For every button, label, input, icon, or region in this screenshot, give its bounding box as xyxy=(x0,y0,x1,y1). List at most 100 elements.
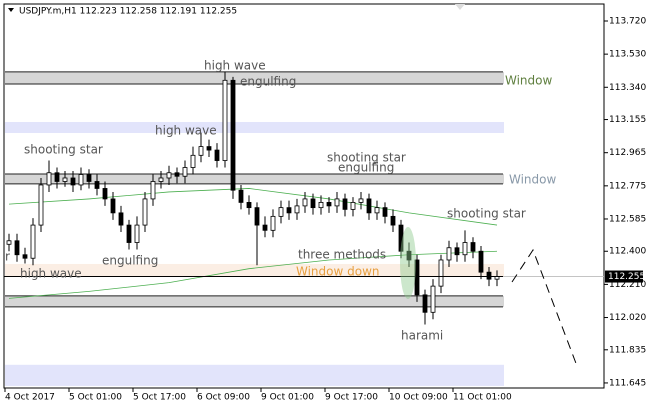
price-zone xyxy=(5,71,504,84)
y-tick-label: 113.530 xyxy=(609,50,646,60)
forecast-line xyxy=(511,248,578,367)
candle-body xyxy=(54,172,60,182)
candle-body xyxy=(166,172,172,179)
annotation: shooting star xyxy=(24,143,103,157)
candle-body xyxy=(406,250,412,261)
candle-body xyxy=(278,207,284,217)
candle-body xyxy=(382,207,388,217)
x-tick-label: 5 Oct 01:00 xyxy=(69,393,122,403)
price-label-box xyxy=(605,270,643,283)
candle-body xyxy=(302,198,308,207)
x-tick-label: 9 Oct 01:00 xyxy=(261,393,314,403)
annotation: Window xyxy=(505,74,553,88)
candle-body xyxy=(454,247,460,256)
candle-body xyxy=(238,189,244,203)
candle-body xyxy=(310,198,316,209)
candle-body xyxy=(126,224,132,243)
y-tick-label: 113.340 xyxy=(609,83,646,93)
candle-body xyxy=(22,254,28,259)
candle-body xyxy=(86,174,92,182)
candle-body xyxy=(374,207,380,214)
candle-body xyxy=(446,247,452,261)
candle-body xyxy=(430,285,436,313)
x-tick-label: 10 Oct 09:00 xyxy=(389,393,448,403)
y-tick-label: 112.585 xyxy=(609,214,646,224)
annotation: harami xyxy=(401,329,443,343)
x-tick-label: 9 Oct 17:00 xyxy=(325,393,378,403)
candle-body xyxy=(350,202,356,210)
y-tick-label: 112.210 xyxy=(609,280,646,290)
moving-average xyxy=(8,188,498,226)
candle-body xyxy=(286,207,292,214)
candle-body xyxy=(110,198,116,214)
candle-body xyxy=(214,149,220,161)
annotation: shooting star xyxy=(327,151,406,165)
candle-body xyxy=(134,224,140,243)
annotation: Window down xyxy=(296,265,380,279)
price-zone xyxy=(5,121,504,133)
candle-body xyxy=(198,146,204,156)
candle-body xyxy=(334,198,340,207)
candle-body xyxy=(230,79,236,191)
candle-body xyxy=(182,167,188,177)
price-zone xyxy=(5,295,504,307)
candle-body xyxy=(94,181,100,189)
annotation: three methods xyxy=(298,248,386,262)
candle-body xyxy=(246,202,252,209)
x-tick-label: 4 Oct 2017 xyxy=(5,393,55,403)
highlight-ellipse xyxy=(400,227,416,299)
annotation: shooting star xyxy=(447,207,526,221)
candle-body xyxy=(478,250,484,273)
candle-body xyxy=(158,177,164,182)
chart-title: USDJPY.m,H1 112.223 112.258 112.191 112.… xyxy=(19,7,237,17)
candle-body xyxy=(270,215,276,231)
candle-body xyxy=(414,259,420,296)
candle-body xyxy=(342,198,348,210)
candle-body xyxy=(14,240,20,256)
candle-body xyxy=(46,172,52,186)
candle-body xyxy=(30,224,36,259)
candle-body xyxy=(262,224,268,231)
candle-body xyxy=(102,188,108,200)
candle-body xyxy=(358,198,364,203)
annotation: high wave xyxy=(20,267,82,281)
candle-body xyxy=(422,294,428,313)
candle-body xyxy=(438,259,444,287)
candle-body xyxy=(118,212,124,226)
annotation: engulfing xyxy=(240,75,296,89)
candle-body xyxy=(190,154,196,168)
candle-body xyxy=(78,174,84,186)
candle-body xyxy=(254,207,260,226)
y-tick-label: 113.155 xyxy=(609,115,646,125)
y-tick-label: 112.400 xyxy=(609,247,646,257)
price-zone xyxy=(5,173,504,184)
candle-body xyxy=(62,177,68,182)
candle-body xyxy=(70,177,76,186)
y-tick-label: 111.645 xyxy=(609,378,646,388)
candle-body xyxy=(462,242,468,256)
candle-body xyxy=(206,146,212,151)
y-tick-label: 113.720 xyxy=(609,17,646,27)
annotation: engulfing xyxy=(338,161,394,175)
candle-body xyxy=(150,181,156,200)
candle-body xyxy=(222,79,228,161)
candle-body xyxy=(38,184,44,226)
price-label: 112.255 xyxy=(608,272,645,282)
price-zone xyxy=(5,364,504,386)
plot-layer xyxy=(4,71,604,386)
candle-body xyxy=(486,271,492,280)
price-zone xyxy=(5,263,504,277)
x-tick-label: 6 Oct 09:00 xyxy=(197,393,250,403)
candle-body xyxy=(390,215,396,226)
y-tick-label: 112.020 xyxy=(609,313,646,323)
annotation: Window xyxy=(509,173,557,187)
annotation: high wave xyxy=(155,124,217,138)
annotation: engulfing xyxy=(102,254,158,268)
y-tick-label: 111.835 xyxy=(609,345,646,355)
menu-arrow[interactable] xyxy=(8,8,14,12)
x-tick-label: 5 Oct 17:00 xyxy=(133,393,186,403)
window-icon xyxy=(455,4,465,10)
candle-body xyxy=(470,242,476,252)
candle-body xyxy=(398,224,404,252)
annotation: high wave xyxy=(204,59,266,73)
